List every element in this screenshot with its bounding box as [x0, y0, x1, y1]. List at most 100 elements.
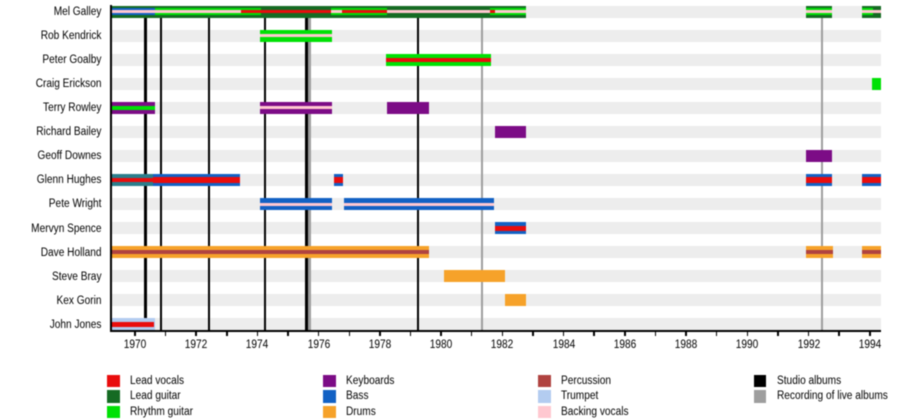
legend-swatch-dkgreen [107, 390, 120, 403]
member-name: Steve Bray [52, 270, 102, 283]
axis-tick [562, 331, 565, 337]
studio-album-line [159, 5, 163, 331]
legend-label: Lead vocals [130, 374, 185, 387]
axis-tick [287, 331, 289, 337]
axis-tick-label: 1982 [491, 338, 514, 351]
plot-left-border [110, 4, 112, 332]
member-bar-stripe [112, 10, 241, 14]
member-bar-stripe [112, 178, 154, 182]
axis-tick [440, 331, 442, 337]
member-bar-stripe [494, 10, 526, 14]
member-name: Kex Gorin [56, 294, 102, 307]
legend-swatch-red [107, 374, 120, 388]
member-bar-stripe [385, 58, 491, 62]
axis-tick-label: 1984 [552, 338, 575, 351]
axis-tick-label: 1994 [858, 338, 882, 351]
axis-tick [869, 331, 871, 337]
legend-swatch-brightgreen [107, 405, 120, 419]
member-bar-stripe [259, 34, 333, 38]
member-name: John Jones [49, 318, 102, 331]
axis-tick [470, 331, 473, 337]
row-stripe [111, 318, 882, 331]
axis-tick-label: 1976 [307, 338, 330, 351]
member-name: Pete Wright [48, 198, 102, 211]
axis-tick [317, 331, 320, 337]
legend-label: Drums [346, 405, 376, 418]
row-stripe [111, 294, 882, 307]
member-bar-stripe [259, 202, 332, 206]
axis-tick [409, 331, 412, 337]
legend-swatch-gray [753, 390, 767, 403]
legend-label: Lead guitar [130, 390, 181, 403]
axis-tick-label: 1970 [123, 338, 147, 351]
member-name: Richard Bailey [36, 126, 102, 139]
legend-label: Keyboards [346, 374, 395, 387]
studio-album-line [263, 5, 267, 331]
axis-tick [807, 331, 810, 337]
member-bar-stripe [489, 10, 495, 14]
studio-album-line [416, 5, 420, 331]
legend-label: Rhythm guitar [130, 405, 194, 418]
row-stripe [111, 198, 882, 211]
live-recording-line [820, 5, 824, 331]
member-name: Craig Erickson [35, 78, 102, 91]
member-bar [444, 270, 506, 283]
axis-tick [164, 331, 167, 337]
legend-label: Studio albums [776, 374, 841, 387]
member-bar-stripe [805, 177, 832, 183]
axis-tick [746, 331, 749, 337]
legend-label: Backing vocals [561, 405, 629, 418]
member-name: Geoff Downes [37, 150, 102, 163]
member-bar [494, 125, 526, 138]
axis-tick [654, 331, 657, 337]
member-bar-stripe [343, 202, 495, 206]
row-stripe [111, 53, 882, 66]
axis-tick [379, 331, 381, 337]
axis-tick [838, 331, 840, 337]
member-bar-stripe [494, 225, 526, 231]
axis-tick-label: 1992 [797, 338, 820, 351]
member-bar-stripe [112, 250, 429, 255]
member-name: Rob Kendrick [40, 30, 102, 43]
member-name: Mel Galley [53, 6, 102, 19]
row-stripe [111, 150, 882, 162]
legend-label: Bass [346, 390, 369, 403]
axis-tick-label: 1986 [613, 338, 637, 351]
legend-label: Trumpet [561, 390, 599, 403]
member-bar-stripe [112, 105, 155, 111]
member-name: Peter Goalby [42, 54, 102, 67]
axis-tick [501, 331, 504, 337]
member-bar-stripe [861, 249, 882, 255]
member-bar [805, 150, 832, 162]
member-bar-stripe [153, 177, 241, 183]
live-recording-line [308, 5, 311, 331]
legend-label: Recording of live albums [776, 390, 888, 403]
x-axis-line [110, 330, 882, 332]
member-name: Terry Rowley [43, 102, 102, 115]
axis-tick [348, 331, 351, 337]
axis-tick-label: 1990 [736, 338, 759, 351]
legend-swatch-pink [538, 405, 551, 419]
axis-tick [685, 331, 687, 337]
row-stripe [111, 174, 882, 187]
axis-tick [777, 331, 779, 337]
axis-tick [256, 331, 259, 337]
member-bar-stripe [259, 106, 333, 110]
member-bar [871, 77, 882, 90]
legend-swatch-black [753, 374, 767, 388]
member-bar-stripe [805, 10, 832, 14]
live-recording-line [480, 5, 484, 331]
axis-tick [624, 331, 626, 337]
member-bar-stripe [342, 10, 387, 14]
studio-album-line [144, 5, 147, 331]
row-stripe [111, 77, 882, 90]
axis-tick [226, 331, 228, 337]
member-bar [386, 101, 429, 114]
legend-swatch-maroon [538, 374, 551, 388]
member-bar-stripe [240, 10, 331, 14]
member-name: Mervyn Spence [31, 222, 102, 235]
member-bar-stripe [805, 249, 833, 255]
axis-tick [195, 331, 197, 337]
axis-tick-label: 1988 [674, 338, 698, 351]
member-bar-stripe [861, 10, 881, 14]
